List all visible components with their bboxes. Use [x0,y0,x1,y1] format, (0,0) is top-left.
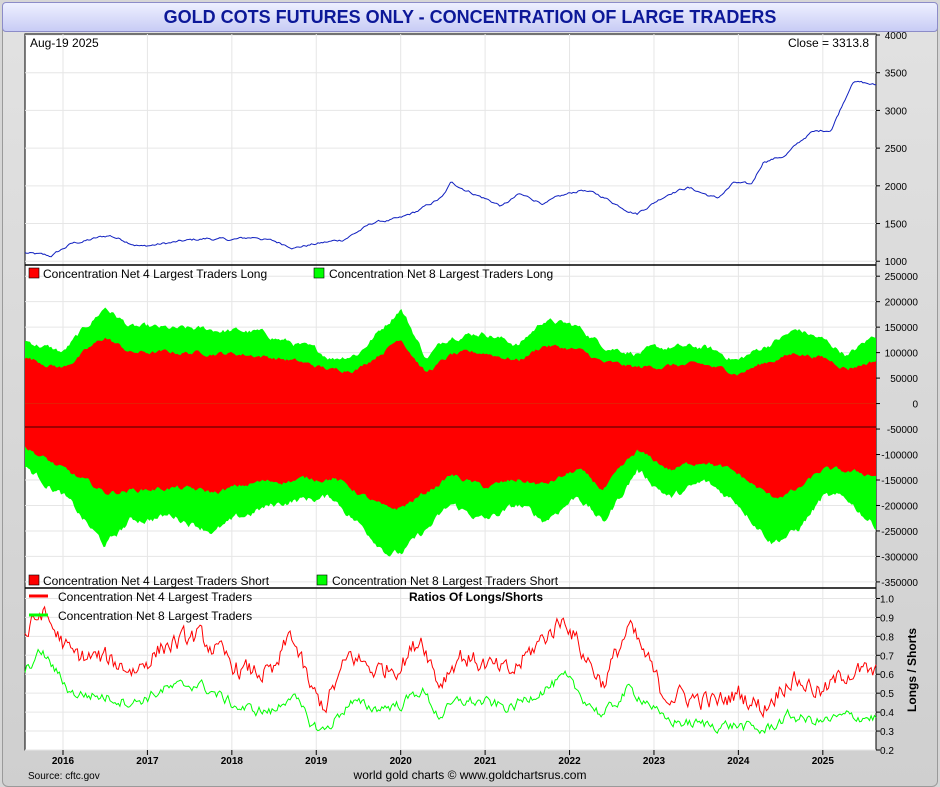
page-title: GOLD COTS FUTURES ONLY - CONCENTRATION O… [2,2,938,32]
conc-y-tick-label: 100000 [885,349,919,360]
close-label: Close = 3313.8 [788,36,869,50]
legend-net8-long: Concentration Net 8 Largest Traders Long [329,267,553,281]
ratio-y-tick-label: 0.9 [880,613,894,624]
legend-ratio-net4: Concentration Net 4 Largest Traders [58,590,252,604]
conc-y-tick-label: -50000 [887,425,919,436]
ratio-y-axis-label: Longs / Shorts [905,628,919,712]
conc-y-tick-label: 200000 [885,298,919,309]
conc-y-tick-label: -200000 [881,501,918,512]
x-tick-label: 2016 [52,756,75,767]
x-tick-label: 2023 [643,756,666,767]
net4-short-area [25,403,876,510]
conc-y-tick-label: 150000 [885,323,919,334]
axes: 2016 2017 2018 2019 2020 2021 2022 2023 2024 2025… [52,31,919,767]
x-tick-label: 2024 [727,756,750,767]
x-tick-label: 2018 [221,756,244,767]
concentration-panel [25,307,876,557]
legend-net8-short: Concentration Net 8 Largest Traders Shor… [332,574,559,588]
ratio-y-tick-label: 0.3 [880,727,894,738]
ratio-net4-line [24,605,877,719]
legend-net4-short: Concentration Net 4 Largest Traders Shor… [43,574,270,588]
ratio-y-tick-label: 0.5 [880,689,894,700]
legend-net4-long: Concentration Net 4 Largest Traders Long [43,267,267,281]
conc-y-tick-label: -100000 [881,451,918,462]
price-y-tick-label: 3000 [885,106,908,117]
source-label: Source: cftc.gov [28,771,100,782]
ratio-panel-title: Ratios Of Longs/Shorts [409,590,543,604]
gold-price-line [24,80,877,258]
legend-swatch-net4-long [28,267,40,279]
legend-ratio-net8: Concentration Net 8 Largest Traders [58,609,252,623]
conc-y-tick-label: 250000 [885,272,919,283]
legend-swatch-net4-short [28,574,40,586]
price-panel [24,80,877,258]
price-y-tick-label: 3500 [885,69,908,80]
ratio-net8-line [24,648,877,735]
x-tick-label: 2020 [390,756,413,767]
legend-swatch-net8-long [313,267,325,279]
ratio-y-tick-label: 1.0 [880,594,894,605]
conc-y-tick-label: -350000 [881,578,918,589]
ratio-y-tick-label: 0.6 [880,670,894,681]
x-tick-label: 2019 [305,756,328,767]
legend-swatch-net8-short [316,574,328,586]
conc-y-tick-label: 50000 [890,374,918,385]
ratio-y-tick-label: 0.4 [880,708,894,719]
x-tick-label: 2025 [812,756,835,767]
ratio-y-tick-label: 0.7 [880,651,894,662]
x-tick-label: 2022 [558,756,581,767]
conc-y-tick-label: -250000 [881,527,918,538]
conc-y-tick-label: -150000 [881,476,918,487]
x-tick-label: 2021 [474,756,497,767]
price-y-tick-label: 1500 [885,220,908,231]
net4-long-area [25,337,876,404]
price-y-tick-label: 2000 [885,182,908,193]
credit-label: world gold charts © www.goldchartsrus.co… [353,768,587,782]
ratio-panel [24,605,877,735]
x-tick-label: 2017 [136,756,159,767]
price-y-tick-label: 1000 [885,257,908,268]
ratio-y-tick-label: 0.8 [880,632,894,643]
conc-y-tick-label: 0 [912,400,918,411]
price-y-tick-label: 4000 [885,31,908,42]
conc-y-tick-label: -300000 [881,552,918,563]
date-label: Aug-19 2025 [30,36,99,50]
ratio-y-tick-label: 0.2 [880,746,894,757]
price-y-tick-label: 2500 [885,144,908,155]
